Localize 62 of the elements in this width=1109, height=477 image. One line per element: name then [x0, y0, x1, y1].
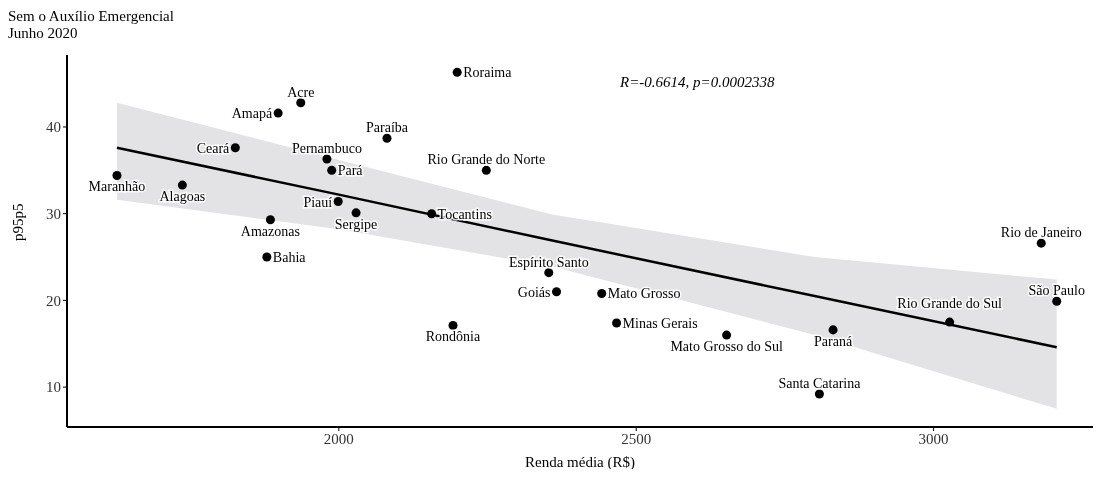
point	[230, 143, 240, 153]
annotation: Sergipe	[334, 216, 378, 232]
point	[945, 317, 955, 327]
annotation: Espírito Santo	[508, 254, 589, 270]
point	[452, 67, 462, 77]
point	[333, 197, 343, 207]
annotation: Mato Grosso do Sul	[670, 339, 783, 355]
point	[262, 252, 272, 262]
annotation: Amapá	[231, 106, 273, 122]
annotation: Alagoas	[159, 189, 206, 205]
annotation: Roraima	[463, 65, 513, 81]
point	[296, 98, 306, 108]
point	[427, 209, 437, 219]
y-tick-label: 40	[46, 119, 61, 136]
chart-subtitle: Junho 2020	[8, 25, 79, 42]
annotation: Paraná	[814, 333, 853, 349]
annotation: Rio Grande do Sul	[897, 296, 1003, 312]
annotation: Tocantins	[437, 206, 492, 222]
annotation: Rondônia	[425, 329, 482, 345]
y-axis-title: p95p5	[10, 203, 27, 241]
chart-title: Sem o Auxílio Emergencial	[8, 8, 174, 25]
point	[814, 389, 824, 399]
annotation: Acre	[287, 84, 315, 100]
y-tick-label: 30	[46, 206, 61, 223]
point	[597, 288, 607, 298]
point	[382, 133, 392, 143]
x-tick-label: 2500	[621, 430, 652, 447]
point	[177, 180, 187, 190]
point	[1052, 296, 1062, 306]
annotation: Bahia	[272, 250, 307, 266]
annotation: Paraíba	[366, 120, 409, 136]
point	[722, 330, 732, 340]
point	[322, 154, 332, 164]
point	[612, 318, 622, 328]
annotation: Santa Catarina	[778, 376, 862, 392]
x-tick-label: 3000	[918, 430, 949, 447]
y-tick-label: 10	[46, 379, 61, 396]
point	[1036, 238, 1046, 248]
point	[273, 108, 283, 118]
y-tick-label: 20	[46, 292, 61, 309]
annotation: Pernambuco	[291, 141, 362, 157]
point	[828, 325, 838, 335]
point	[265, 215, 275, 225]
point	[112, 171, 122, 181]
annotation: Mato Grosso	[607, 286, 681, 302]
annotation: Ceará	[196, 140, 231, 156]
point	[351, 208, 361, 218]
point	[481, 165, 491, 175]
annotation: Rio de Janeiro	[1000, 225, 1082, 241]
annotation: Pará	[337, 163, 364, 179]
annotation: Goiás	[517, 284, 551, 300]
annotation: Minas Gerais	[622, 315, 698, 331]
annotation: Amazonas	[240, 223, 300, 239]
annotation: São Paulo	[1028, 283, 1085, 299]
point	[448, 321, 458, 331]
annotation: Piauí	[303, 194, 333, 210]
point	[551, 287, 562, 297]
annotation: Rio Grande do Norte	[427, 152, 546, 168]
annotation: Maranhão	[88, 179, 146, 195]
annotation: R=-0.6614, p=0.0002338	[620, 74, 775, 91]
point	[327, 165, 337, 175]
x-tick-label: 2000	[323, 430, 354, 447]
